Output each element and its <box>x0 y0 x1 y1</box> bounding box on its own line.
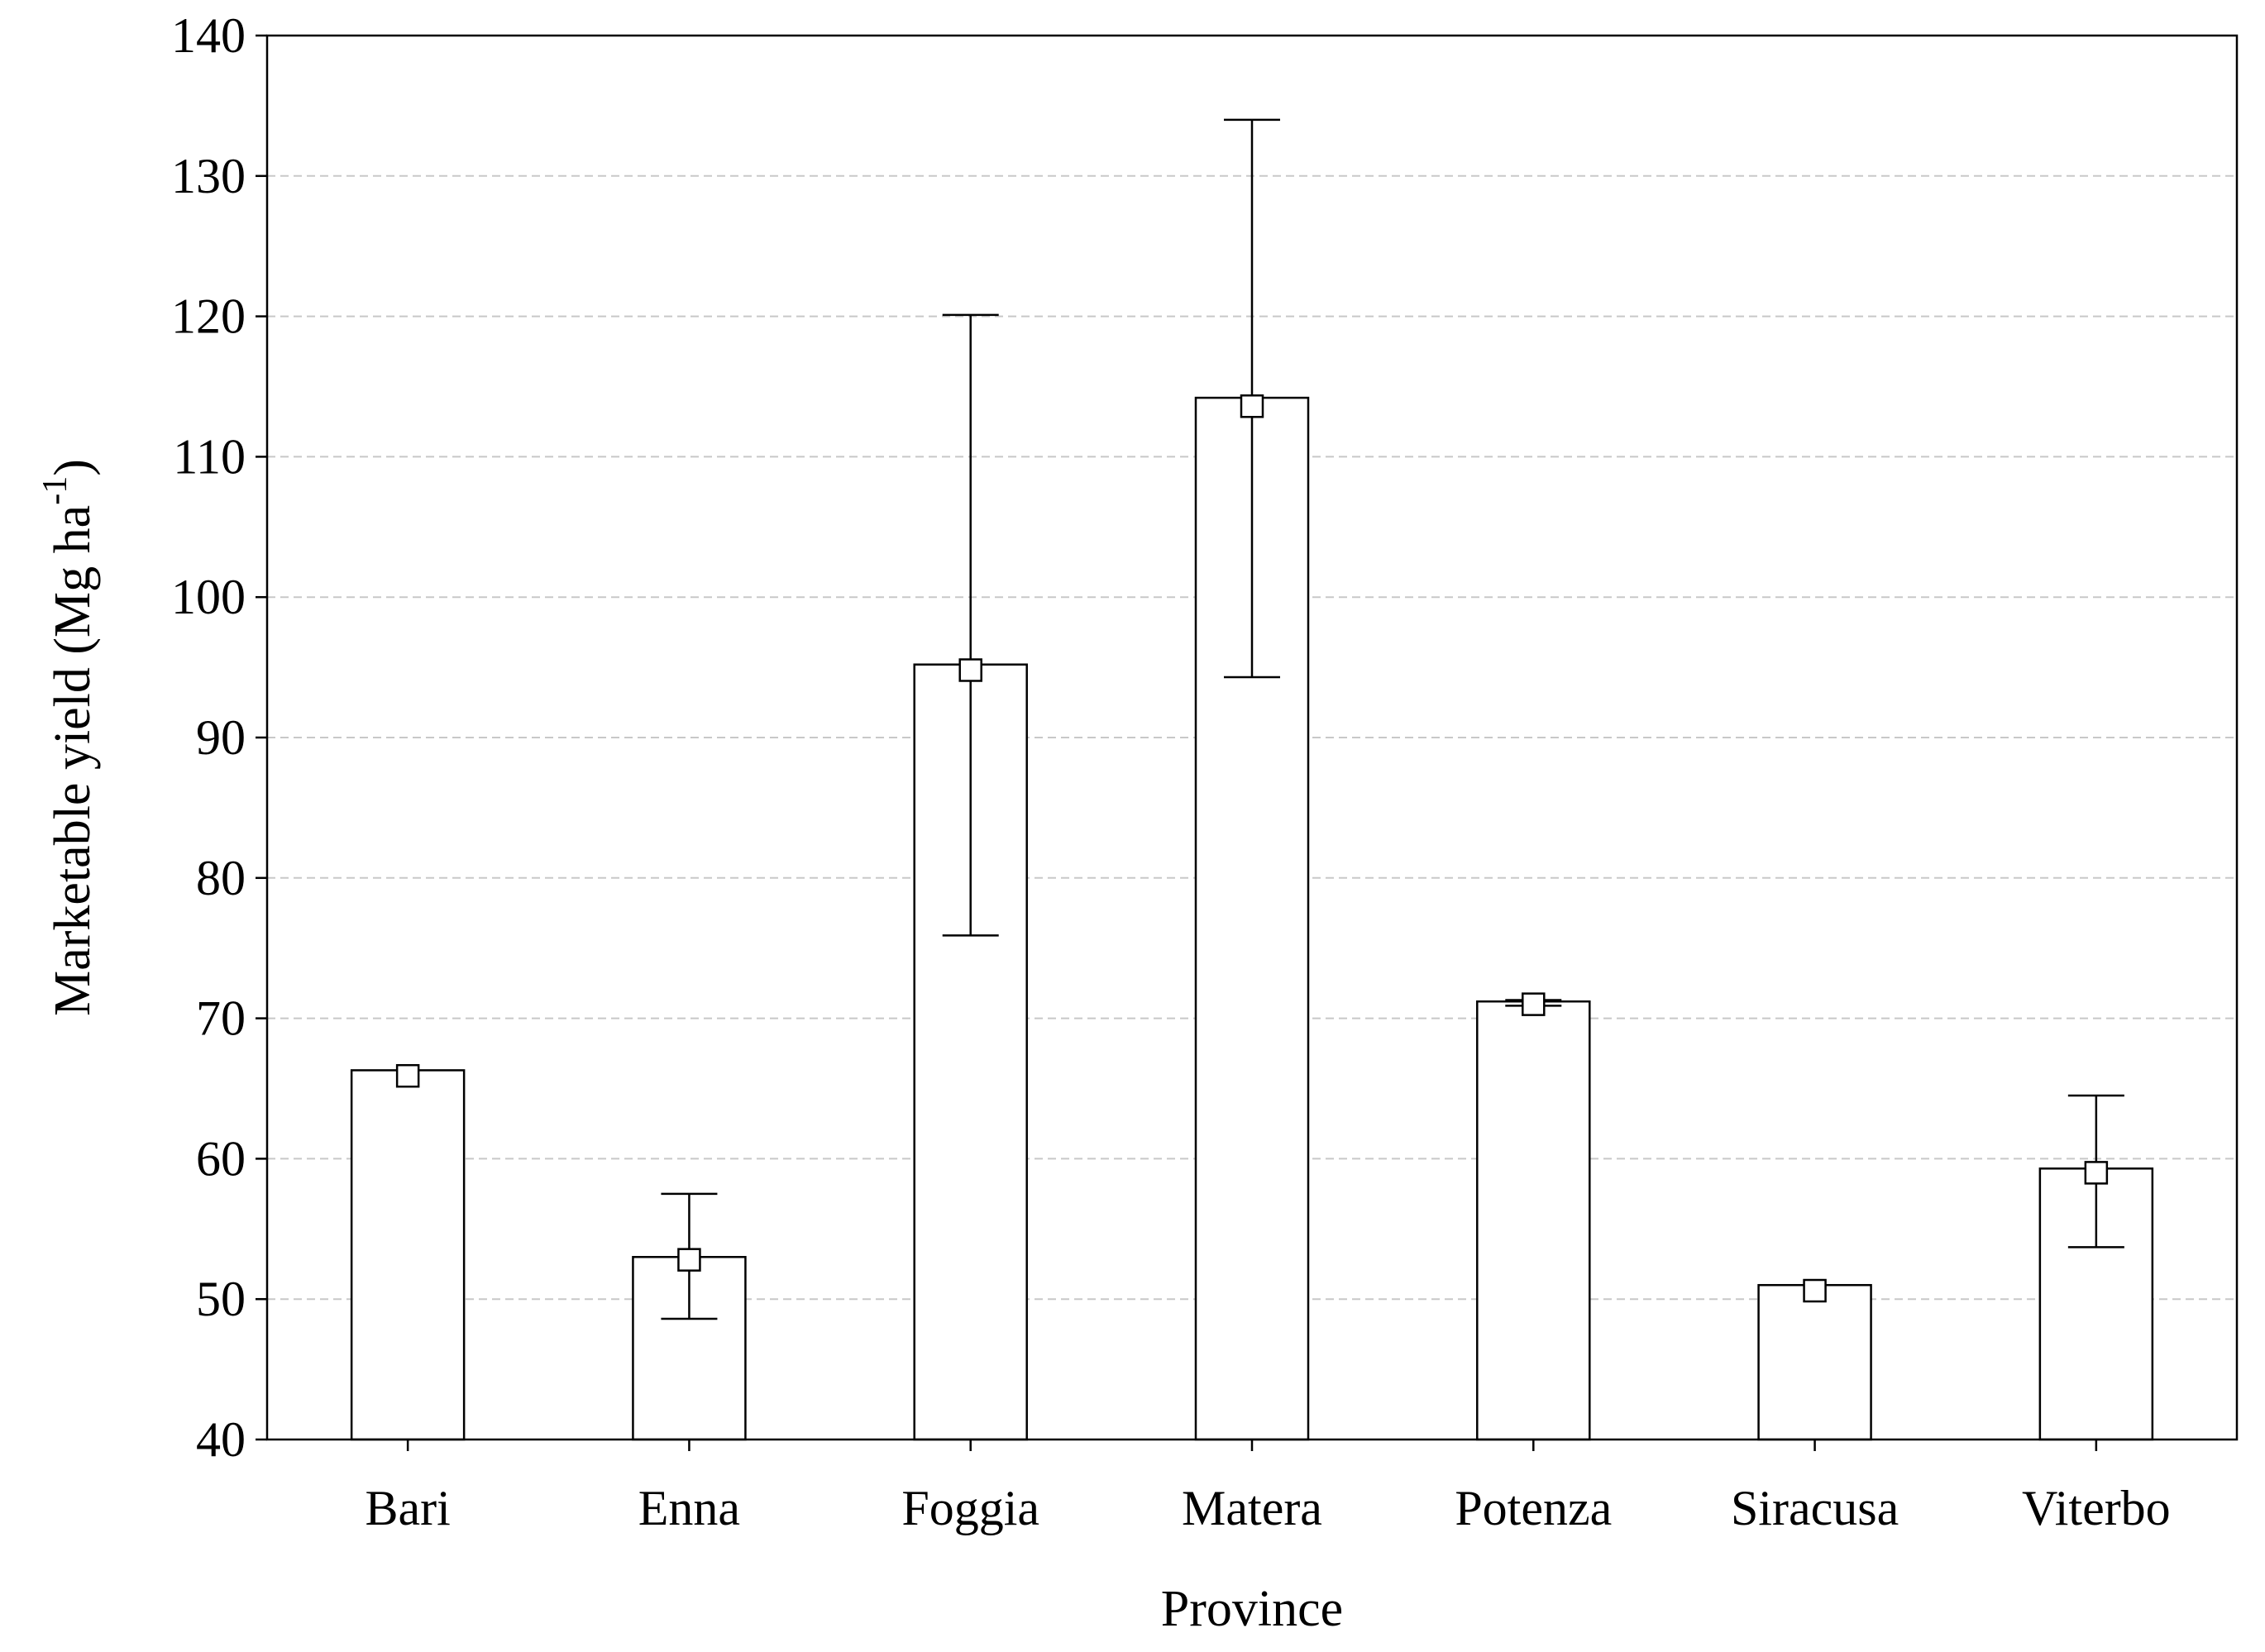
y-tick-label: 130 <box>171 149 246 203</box>
bar <box>1476 1000 1591 1441</box>
bar <box>350 1069 466 1441</box>
error-bars <box>661 118 2124 1320</box>
point-marker <box>1803 1278 1827 1303</box>
bar <box>1757 1283 1872 1441</box>
point-marker <box>2084 1161 2109 1185</box>
x-axis-ticks: Bari Enna Foggia Matera Potenza Siracusa Viter… <box>365 1440 2171 1535</box>
y-tick-label: 80 <box>196 851 246 905</box>
x-tick-label: Matera <box>1182 1481 1322 1535</box>
x-tick-label: Enna <box>638 1481 740 1535</box>
y-tick-label: 90 <box>196 710 246 765</box>
x-tick-label: Foggia <box>901 1481 1039 1535</box>
y-tick-label: 70 <box>196 991 246 1046</box>
y-axis-title-main: Marketable yield (Mg ha <box>45 505 101 1016</box>
y-axis-ticks: 40 50 60 70 80 90 100 110 120 130 140 <box>171 8 267 1467</box>
y-tick-label: 60 <box>196 1131 246 1186</box>
x-tick-label: Potenza <box>1455 1481 1612 1535</box>
point-marker <box>958 658 982 682</box>
x-axis-title: Province <box>1161 1581 1343 1637</box>
y-axis-title: Marketable yield (Mg ha-1) <box>36 459 101 1016</box>
x-tick-label: Siracusa <box>1731 1481 1899 1535</box>
y-tick-label: 110 <box>173 429 246 484</box>
y-tick-label: 50 <box>196 1272 246 1326</box>
y-tick-label: 40 <box>196 1412 246 1467</box>
y-tick-label: 100 <box>171 570 246 624</box>
y-tick-label: 140 <box>171 8 246 63</box>
y-axis-title-close: ) <box>45 459 101 476</box>
point-marker <box>1522 992 1546 1016</box>
x-tick-label: Bari <box>365 1481 450 1535</box>
point-markers <box>395 394 2109 1303</box>
y-tick-label: 120 <box>171 289 246 344</box>
y-axis-title-superscript: -1 <box>36 476 74 505</box>
x-tick-label: Viterbo <box>2022 1481 2171 1535</box>
point-marker <box>1240 394 1264 418</box>
point-marker <box>395 1063 420 1088</box>
point-marker <box>677 1248 701 1272</box>
